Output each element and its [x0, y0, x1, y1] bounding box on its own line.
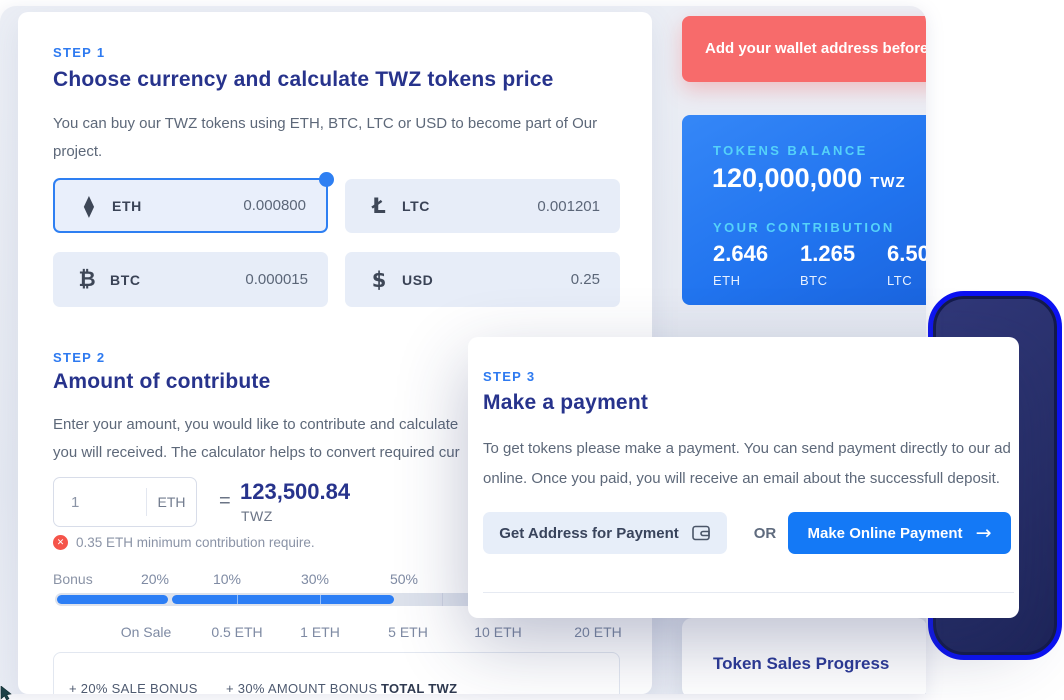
make-online-payment-label: Make Online Payment [807, 524, 963, 542]
or-separator: OR [753, 524, 777, 542]
result-unit: TWZ [241, 508, 273, 524]
popup-divider [483, 592, 1014, 593]
step3-description-line2: online. Once you paid, you will receive … [483, 470, 1000, 487]
step1-description-line1: You can buy our TWZ tokens using ETH, BT… [53, 115, 598, 132]
bitcoin-icon: ₿ [78, 267, 96, 291]
step2-description: Enter your amount, you would like to con… [53, 411, 460, 467]
bonus-percent: 50% [389, 571, 419, 587]
currency-rate: 0.000015 [245, 271, 308, 288]
tokens-balance-label: TOKENS BALANCE [713, 143, 868, 158]
step3-label: STEP 3 [483, 369, 536, 384]
ethereum-icon: ⧫ [83, 193, 95, 218]
step3-description-line1: To get tokens please make a payment. You… [483, 440, 1011, 457]
bonus-summary-box: + 20% SALE BONUS + 30% AMOUNT BONUS TOTA… [53, 652, 620, 694]
step1-label: STEP 1 [53, 45, 106, 60]
amount-unit-label: ETH [157, 494, 186, 510]
tokens-balance-value: 120,000,000 [712, 163, 863, 193]
currency-code: USD [402, 271, 434, 288]
tokens-balance-amount: 120,000,000 TWZ [712, 163, 906, 194]
bar-tick [237, 595, 238, 604]
step1-description-line2: project. [53, 143, 103, 160]
error-icon: ✕ [53, 535, 68, 550]
contribution-ltc: 6.500 LTC [887, 241, 926, 288]
dollar-icon: $ [371, 267, 387, 292]
currency-code: BTC [110, 271, 141, 288]
equals-sign: = [219, 490, 231, 512]
amount-input-box: ETH [53, 477, 197, 527]
wallet-alert-text: Add your wallet address before bu [705, 40, 926, 57]
bonus-percent: 10% [212, 571, 242, 587]
step3-description: To get tokens please make a payment. You… [483, 434, 1019, 494]
amount-input[interactable] [54, 493, 146, 511]
contribution-btc: 1.265 BTC [800, 241, 855, 288]
tokens-balance-unit: TWZ [870, 174, 906, 191]
currency-code: LTC [402, 198, 430, 214]
token-sales-progress-card: Token Sales Progress [682, 618, 926, 694]
scale-label: 1 ETH [300, 624, 340, 640]
scale-label: 20 ETH [574, 624, 622, 640]
contribution-currency: ETH [713, 273, 741, 288]
currency-code: ETH [112, 197, 142, 214]
input-divider [146, 488, 147, 516]
get-address-button[interactable]: Get Address for Payment [483, 512, 727, 554]
currency-rate: 0.001201 [537, 197, 600, 215]
progress-fill-segment [172, 595, 394, 604]
step2-label: STEP 2 [53, 350, 106, 365]
currency-rate: 0.25 [570, 271, 600, 288]
step1-description: You can buy our TWZ tokens using ETH, BT… [53, 110, 597, 166]
scale-label: 5 ETH [388, 624, 428, 640]
arrow-right-icon: → [975, 522, 992, 544]
token-sales-progress-title: Token Sales Progress [713, 654, 890, 673]
get-address-button-label: Get Address for Payment [499, 524, 679, 542]
selected-radio-dot [319, 172, 334, 187]
wallet-alert-banner: Add your wallet address before bu [682, 16, 926, 82]
litecoin-icon: Ł [372, 194, 386, 218]
error-text: 0.35 ETH minimum contribution require. [76, 535, 315, 550]
contribution-value: 2.646 [713, 241, 769, 266]
contribution-value: 6.500 [887, 241, 926, 266]
currency-tile-btc[interactable]: ₿ BTC 0.000015 [53, 252, 328, 307]
currency-tile-eth[interactable]: ⧫ ETH 0.000800 [53, 172, 334, 233]
progress-fill-segment [57, 595, 168, 604]
bar-tick [320, 595, 321, 604]
result-value: 123,500.84 [240, 479, 351, 504]
total-twz-text: TOTAL TWZ [381, 681, 458, 694]
payment-popup-card: STEP 3 Make a payment To get tokens plea… [468, 337, 1019, 618]
step2-description-line1: Enter your amount, you would like to con… [53, 416, 459, 433]
step1-title: Choose currency and calculate TWZ tokens… [53, 68, 554, 91]
contribution-eth: 2.646 ETH [713, 241, 768, 288]
step2-title: Amount of contribute [53, 370, 271, 393]
make-online-payment-button[interactable]: Make Online Payment → [788, 512, 1011, 554]
bonus-percent: 20% [140, 571, 170, 587]
currency-tile-usd[interactable]: $ USD 0.25 [345, 252, 620, 307]
mouse-cursor [0, 686, 12, 700]
currency-tile-ltc[interactable]: Ł LTC 0.001201 [345, 179, 620, 233]
contribution-currency: LTC [887, 273, 913, 288]
step2-description-line2: you will received. The calculator helps … [53, 444, 460, 461]
step3-title: Make a payment [483, 391, 649, 414]
scale-label: 10 ETH [474, 624, 522, 640]
contribution-currency: BTC [800, 273, 828, 288]
sale-bonus-text: + 20% SALE BONUS [69, 681, 198, 694]
your-contribution-label: YOUR CONTRIBUTION [713, 220, 895, 235]
contribution-value: 1.265 [800, 241, 856, 266]
bar-tick [442, 593, 443, 606]
tokens-balance-card: TOKENS BALANCE 120,000,000 TWZ YOUR CONTR… [682, 115, 926, 305]
validation-error: ✕ 0.35 ETH minimum contribution require. [53, 535, 315, 550]
bonus-label: Bonus [53, 571, 93, 587]
currency-rate: 0.000800 [243, 197, 306, 214]
bonus-percent: 30% [300, 571, 330, 587]
scale-label: On Sale [120, 624, 172, 640]
wallet-icon [691, 525, 710, 541]
scale-label: 0.5 ETH [211, 624, 263, 640]
amount-bonus-text: + 30% AMOUNT BONUS [226, 681, 378, 694]
